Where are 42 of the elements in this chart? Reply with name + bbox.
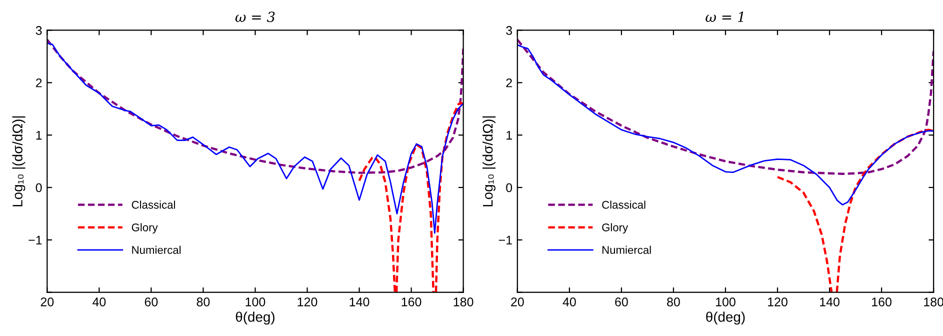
legend-label: Glory: [132, 223, 158, 234]
chart-title: ω = 3: [235, 12, 275, 22]
x-tick-label: 60: [144, 298, 158, 306]
x-tick-label: 20: [40, 298, 54, 306]
x-tick-label: 20: [511, 298, 524, 306]
y-tick-label: 3: [36, 26, 42, 35]
y-tick-label: 2: [506, 78, 512, 88]
x-tick-label: 80: [196, 298, 210, 306]
x-tick-label: 100: [246, 298, 266, 306]
y-tick-label: 0: [506, 183, 512, 192]
y-tick-label: 2: [36, 78, 42, 88]
legend-label: Numiercal: [132, 246, 181, 254]
legend-label: Numiercal: [602, 246, 651, 254]
legend-label: Classical: [132, 200, 176, 209]
y-axis-title: Log₁₀ |(dσ/dΩ)|: [482, 116, 496, 206]
x-tick-label: 120: [298, 298, 318, 306]
chart-title: ω = 1: [706, 12, 744, 22]
line-series: [47, 38, 464, 174]
y-tick-label: 0: [36, 183, 42, 192]
line-series: [517, 38, 934, 175]
y-tick-label: −1: [498, 236, 512, 244]
x-axis-title: θ(deg): [236, 312, 274, 325]
x-tick-label: 140: [820, 298, 840, 306]
x-axis-title: θ(deg): [706, 312, 745, 325]
legend-label: Classical: [602, 200, 646, 209]
x-tick-label: 140: [350, 298, 370, 306]
y-axis-title: Log₁₀ |(dσ/dΩ)|: [12, 116, 26, 206]
y-tick-label: −1: [28, 236, 42, 244]
legend-label: Glory: [602, 223, 628, 234]
x-tick-label: 80: [667, 298, 680, 306]
x-tick-label: 40: [92, 298, 106, 306]
x-tick-label: 180: [454, 298, 474, 306]
x-tick-label: 40: [562, 298, 576, 306]
x-tick-label: 60: [615, 298, 628, 306]
x-tick-label: 120: [768, 298, 788, 306]
x-tick-label: 100: [716, 298, 736, 306]
x-tick-label: 160: [872, 298, 892, 306]
x-tick-label: 160: [402, 298, 422, 306]
y-tick-label: 1: [36, 131, 42, 140]
y-tick-label: 3: [506, 26, 512, 35]
line-series: [47, 42, 464, 234]
y-tick-label: 1: [506, 131, 512, 140]
